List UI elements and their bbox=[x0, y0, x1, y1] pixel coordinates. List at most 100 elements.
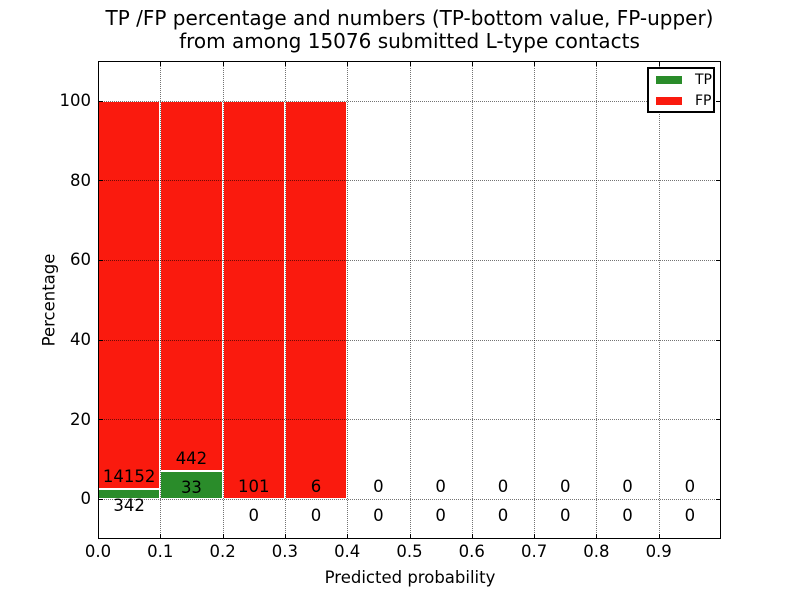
x-tick-top-0.4 bbox=[347, 61, 349, 66]
x-tick-label-0.4: 0.4 bbox=[334, 541, 361, 561]
y-tick-right-60 bbox=[716, 259, 721, 261]
y-tick-right-80 bbox=[716, 180, 721, 182]
fp-swatch bbox=[656, 97, 682, 105]
x-tick-label-0.8: 0.8 bbox=[583, 541, 610, 561]
x-axis-label: Predicted probability bbox=[324, 568, 496, 587]
y-tick-left-60 bbox=[98, 259, 103, 261]
tp-count-label-7: 0 bbox=[560, 505, 571, 525]
y-tick-left-20 bbox=[98, 419, 103, 421]
x-tick-top-0.0 bbox=[98, 61, 99, 66]
y-tick-left-100 bbox=[98, 100, 103, 102]
x-tick-label-0.0: 0.0 bbox=[84, 541, 112, 561]
fp-count-label-2: 101 bbox=[238, 476, 270, 496]
chart-title: TP /FP percentage and numbers (TP-bottom… bbox=[98, 7, 721, 53]
gridline-y-40 bbox=[98, 339, 721, 341]
tp-legend-label: TP bbox=[695, 72, 712, 88]
x-tick-top-0.7 bbox=[534, 61, 536, 66]
gridline-y-0 bbox=[98, 498, 721, 500]
x-tick-bottom-0.2 bbox=[222, 533, 224, 539]
tp-count-label-2: 0 bbox=[248, 505, 260, 525]
x-tick-bottom-0.7 bbox=[534, 533, 536, 539]
tp-count-label-6: 0 bbox=[497, 505, 509, 525]
gridline-x-0.2 bbox=[222, 61, 224, 539]
tp-count-label-1: 33 bbox=[180, 478, 202, 498]
fp-count-label-9: 0 bbox=[684, 476, 696, 496]
y-tick-label-100: 100 bbox=[59, 91, 92, 111]
tp-count-label-4: 0 bbox=[373, 505, 384, 525]
tp-count-label-9: 0 bbox=[684, 505, 696, 525]
legend-item-tp: TP bbox=[656, 73, 712, 87]
fp-count-label-0: 14152 bbox=[102, 467, 156, 487]
y-tick-label-20: 20 bbox=[70, 409, 91, 429]
legend-item-fp: FP bbox=[656, 94, 712, 108]
x-tick-label-0.1: 0.1 bbox=[147, 541, 174, 561]
fp-legend-label: FP bbox=[695, 93, 712, 109]
x-tick-bottom-0.0 bbox=[98, 533, 99, 539]
y-tick-right-20 bbox=[716, 419, 721, 421]
fp-count-label-5: 0 bbox=[435, 476, 446, 496]
fp-count-label-7: 0 bbox=[560, 476, 571, 496]
bar-segment-fp-1 bbox=[160, 100, 223, 472]
y-tick-left-80 bbox=[98, 180, 103, 182]
y-tick-right-100 bbox=[716, 100, 721, 102]
gridline-x-0.6 bbox=[471, 61, 473, 539]
fp-count-label-6: 0 bbox=[497, 476, 509, 496]
y-tick-label-0: 0 bbox=[80, 489, 92, 509]
gridline-x-0.1 bbox=[160, 61, 162, 539]
gridline-y-80 bbox=[98, 180, 721, 182]
gridline-x-0.4 bbox=[347, 61, 349, 539]
tp-swatch bbox=[656, 76, 682, 84]
gridline-x-0.3 bbox=[284, 61, 286, 539]
gridline-x-0.9 bbox=[658, 61, 660, 539]
y-tick-left-0 bbox=[98, 498, 103, 500]
y-tick-right-40 bbox=[716, 339, 721, 341]
x-tick-bottom-0.9 bbox=[658, 533, 660, 539]
x-tick-top-0.8 bbox=[596, 61, 598, 66]
x-tick-label-0.7: 0.7 bbox=[520, 541, 548, 561]
gridline-x-0.5 bbox=[409, 61, 411, 539]
x-tick-bottom-0.8 bbox=[596, 533, 598, 539]
x-tick-top-0.1 bbox=[160, 61, 162, 66]
gridline-y-20 bbox=[98, 419, 721, 421]
x-tick-label-0.5: 0.5 bbox=[396, 541, 423, 561]
x-tick-bottom-0.3 bbox=[284, 533, 286, 539]
x-tick-top-0.2 bbox=[222, 61, 224, 66]
gridline-x-0.7 bbox=[534, 61, 536, 539]
y-tick-label-60: 60 bbox=[70, 250, 91, 270]
gridline-y-60 bbox=[98, 259, 721, 261]
x-tick-bottom-0.4 bbox=[347, 533, 349, 539]
x-tick-bottom-0.1 bbox=[160, 533, 162, 539]
tp-count-label-0: 342 bbox=[113, 496, 145, 516]
tp-count-label-5: 0 bbox=[435, 505, 446, 525]
x-tick-top-0.5 bbox=[409, 61, 411, 66]
x-tick-top-0.9 bbox=[658, 61, 660, 66]
bar-segment-fp-0 bbox=[98, 100, 161, 490]
chart-title-line-1: TP /FP percentage and numbers (TP-bottom… bbox=[105, 6, 714, 30]
fp-count-label-3: 6 bbox=[310, 476, 322, 496]
tp-count-label-8: 0 bbox=[622, 505, 633, 525]
x-tick-label-0.9: 0.9 bbox=[645, 541, 672, 561]
y-tick-label-80: 80 bbox=[70, 170, 91, 190]
x-tick-top-0.6 bbox=[471, 61, 473, 66]
y-tick-left-40 bbox=[98, 339, 103, 341]
x-tick-label-0.3: 0.3 bbox=[271, 541, 299, 561]
bar-segment-tp-1 bbox=[160, 471, 223, 499]
x-tick-top-0.3 bbox=[284, 61, 286, 66]
x-tick-label-0.6: 0.6 bbox=[458, 541, 485, 561]
gridline-x-0.8 bbox=[596, 61, 598, 539]
x-tick-bottom-0.5 bbox=[409, 533, 411, 539]
tp-count-label-3: 0 bbox=[310, 505, 322, 525]
chart-title-line-2: from among 15076 submitted L-type contac… bbox=[179, 29, 640, 53]
gridline-y-100 bbox=[98, 100, 721, 102]
fp-count-label-1: 442 bbox=[175, 449, 208, 469]
fp-count-label-4: 0 bbox=[373, 476, 384, 496]
bar-segment-fp-3 bbox=[284, 100, 348, 499]
fp-count-label-8: 0 bbox=[622, 476, 633, 496]
x-tick-bottom-0.6 bbox=[471, 533, 473, 539]
y-tick-label-40: 40 bbox=[70, 330, 91, 350]
legend: TP FP bbox=[647, 67, 715, 113]
x-tick-label-0.2: 0.2 bbox=[209, 541, 236, 561]
y-tick-right-0 bbox=[716, 498, 721, 500]
